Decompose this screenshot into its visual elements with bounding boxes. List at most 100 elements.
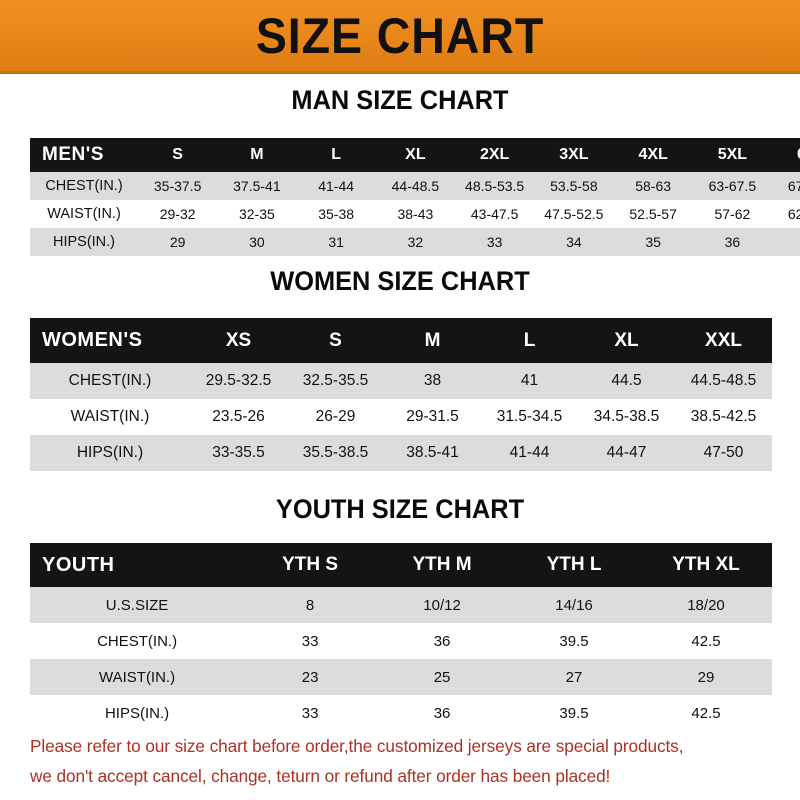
table-row: WAIST(IN.) 23 25 27 29: [30, 659, 772, 695]
youth-corner-label: YOUTH: [42, 553, 115, 576]
women-chest-l: 41: [520, 372, 539, 389]
page-banner: SIZE CHART: [0, 0, 800, 71]
women-hips-xl: 44-47: [606, 444, 647, 461]
women-hips-xs: 33-35.5: [212, 444, 265, 461]
women-waist-xl: 34.5-38.5: [593, 408, 660, 425]
youth-chest-m: 36: [433, 632, 451, 650]
table-row: WAIST(IN.) 29-32 32-35 35-38 38-43 43-47…: [30, 200, 800, 228]
youth-col-s: YTH S: [282, 554, 339, 575]
table-row: HIPS(IN.) 29 30 31 32 33 34 35 36 37: [30, 228, 800, 256]
men-col-6xl: 6XL: [772, 138, 800, 172]
men-size-table: MEN'S S M L XL 2XL 3XL 4XL 5XL 6XL CHEST…: [30, 138, 800, 256]
men-header-row: MEN'S S M L XL 2XL 3XL 4XL 5XL 6XL: [30, 138, 800, 172]
men-corner-label: MEN'S: [42, 144, 104, 165]
men-row-label-waist: WAIST(IN.): [47, 206, 121, 222]
women-row-label-waist: WAIST(IN.): [70, 408, 150, 425]
men-hips-3xl: 34: [566, 234, 582, 250]
youth-waist-l: 27: [565, 668, 583, 686]
footer-notice-line-1: Please refer to our size chart before or…: [30, 736, 684, 756]
men-col-l: L: [331, 146, 342, 163]
men-col-4xl: 4XL: [638, 146, 668, 163]
men-row-label-hips: HIPS(IN.): [52, 234, 116, 250]
youth-row-label-waist: WAIST(IN.): [99, 668, 176, 686]
youth-waist-m: 25: [433, 668, 451, 686]
women-col-l: L: [523, 329, 536, 351]
men-hips-4xl: 35: [645, 234, 661, 250]
men-waist-m: 32-35: [238, 206, 275, 222]
women-col-xs: XS: [225, 329, 252, 351]
women-corner-label: WOMEN'S: [42, 329, 143, 351]
women-chest-xxl: 44.5-48.5: [690, 372, 757, 389]
men-waist-2xl: 43-47.5: [470, 206, 519, 222]
youth-ussize-l: 14/16: [555, 596, 593, 614]
women-col-xxl: XXL: [705, 329, 742, 351]
page-title: SIZE CHART: [255, 7, 545, 64]
table-row: HIPS(IN.) 33-35.5 35.5-38.5 38.5-41 41-4…: [30, 435, 772, 471]
table-row: CHEST(IN.) 35-37.5 37.5-41 41-44 44-48.5…: [30, 172, 800, 200]
women-waist-s: 26-29: [315, 408, 356, 425]
banner-underline: [0, 71, 800, 74]
women-waist-xxl: 38.5-42.5: [690, 408, 757, 425]
men-chest-5xl: 63-67.5: [708, 178, 757, 194]
men-chest-4xl: 58-63: [635, 178, 672, 194]
men-waist-l: 35-38: [318, 206, 355, 222]
men-col-xl: XL: [405, 146, 426, 163]
footer-notice: Please refer to our size chart before or…: [30, 731, 764, 791]
men-hips-xl: 32: [407, 234, 424, 250]
men-hips-2xl: 33: [486, 234, 503, 250]
youth-row-label-hips: HIPS(IN.): [104, 704, 170, 722]
youth-row-label-ussize: U.S.SIZE: [105, 596, 169, 614]
men-hips-l: 31: [328, 234, 344, 250]
men-col-3xl: 3XL: [559, 146, 589, 163]
section-title-youth: YOUTH SIZE CHART: [275, 494, 525, 524]
youth-hips-l: 39.5: [559, 704, 589, 722]
youth-size-table: YOUTH YTH S YTH M YTH L YTH XL U.S.SIZE …: [30, 543, 772, 731]
youth-col-l: YTH L: [546, 554, 602, 575]
youth-chest-s: 33: [301, 632, 319, 650]
youth-ussize-s: 8: [305, 596, 315, 614]
women-table-head: WOMEN'S XS S M L XL XXL: [30, 318, 772, 363]
men-col-m: M: [250, 146, 264, 163]
men-waist-3xl: 47.5-52.5: [544, 206, 604, 222]
youth-header-row: YOUTH YTH S YTH M YTH L YTH XL: [30, 543, 772, 587]
men-chest-6xl: 67.5-72: [787, 178, 800, 194]
men-chest-m: 37.5-41: [233, 178, 281, 194]
men-hips-6xl: 37: [772, 228, 800, 256]
men-hips-s: 29: [169, 234, 186, 250]
women-size-table: WOMEN'S XS S M L XL XXL CHEST(IN.) 29.5-…: [30, 318, 772, 471]
youth-chest-l: 39.5: [559, 632, 589, 650]
youth-waist-s: 23: [301, 668, 319, 686]
men-table-body: CHEST(IN.) 35-37.5 37.5-41 41-44 44-48.5…: [30, 172, 800, 256]
youth-table-head: YOUTH YTH S YTH M YTH L YTH XL: [30, 543, 772, 587]
youth-col-xl: YTH XL: [672, 554, 740, 575]
men-chest-2xl: 48.5-53.5: [465, 178, 525, 194]
youth-table-body: U.S.SIZE 8 10/12 14/16 18/20 CHEST(IN.) …: [30, 587, 772, 731]
youth-col-m: YTH M: [412, 554, 472, 575]
men-waist-s: 29-32: [159, 206, 196, 222]
women-table-body: CHEST(IN.) 29.5-32.5 32.5-35.5 38 41 44.…: [30, 363, 772, 471]
women-col-m: M: [424, 329, 441, 351]
men-chest-l: 41-44: [318, 178, 355, 194]
table-row: U.S.SIZE 8 10/12 14/16 18/20: [30, 587, 772, 623]
men-hips-5xl: 36: [724, 234, 741, 250]
women-waist-m: 29-31.5: [406, 408, 459, 425]
women-header-row: WOMEN'S XS S M L XL XXL: [30, 318, 772, 363]
women-chest-xs: 29.5-32.5: [205, 372, 272, 389]
men-col-s: S: [172, 146, 183, 163]
youth-ussize-xl: 18/20: [687, 596, 725, 614]
men-col-5xl: 5XL: [717, 146, 748, 163]
women-col-xl: XL: [614, 329, 639, 351]
youth-hips-xl: 42.5: [691, 704, 721, 722]
women-chest-s: 32.5-35.5: [302, 372, 369, 389]
men-chest-s: 35-37.5: [153, 178, 202, 194]
youth-hips-m: 36: [433, 704, 451, 722]
youth-chest-xl: 42.5: [691, 632, 721, 650]
youth-row-label-chest: CHEST(IN.): [97, 632, 178, 650]
table-row: CHEST(IN.) 29.5-32.5 32.5-35.5 38 41 44.…: [30, 363, 772, 399]
youth-hips-s: 33: [301, 704, 319, 722]
men-table-head: MEN'S S M L XL 2XL 3XL 4XL 5XL 6XL: [30, 138, 800, 172]
women-col-s: S: [329, 329, 342, 351]
section-title-man: MAN SIZE CHART: [291, 85, 509, 115]
women-row-label-chest: CHEST(IN.): [68, 372, 152, 389]
men-chest-3xl: 53.5-58: [550, 178, 598, 194]
